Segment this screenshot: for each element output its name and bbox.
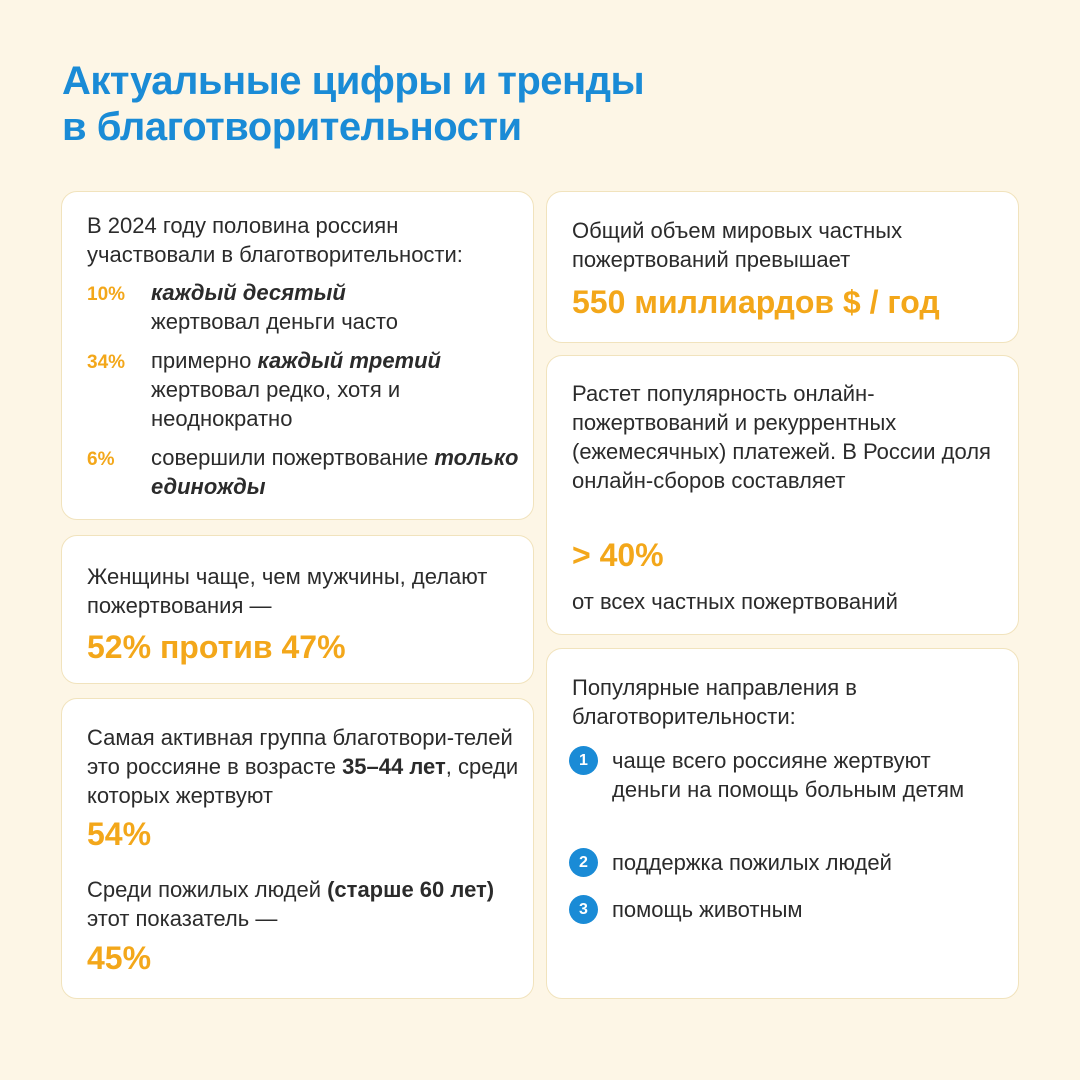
gender-card: Женщины чаще, чем мужчины, делают пожерт…	[61, 535, 534, 684]
stat-percent: 6%	[87, 449, 115, 470]
online-value: > 40%	[572, 537, 664, 573]
stat-percent: 34%	[87, 352, 126, 373]
number-badge: 1	[569, 746, 598, 775]
gender-value: 52% против 47%	[87, 629, 346, 665]
page-title-line-1: Актуальные цифры и тренды	[62, 59, 645, 103]
page-title-line-2: в благотворительности	[62, 105, 522, 149]
stat-description: каждый десятый жертвовал деньги часто	[151, 280, 398, 334]
global-donations-card: Общий объем мировых частных пожертвовани…	[546, 191, 1019, 343]
global-text: Общий объем мировых частных пожертвовани…	[572, 218, 903, 272]
online-donations-card: Растет популярность онлайн-пожертвований…	[546, 355, 1019, 635]
online-suffix: от всех частных пожертвований	[572, 589, 898, 614]
list-item-label: помощь животным	[612, 897, 803, 922]
age-text-2: Среди пожилых людей (старше 60 лет) этот…	[87, 877, 495, 931]
stat-percent: 10%	[87, 284, 126, 305]
page-title: Актуальные цифры и тренды в благотворите…	[62, 58, 645, 150]
number-badge: 3	[569, 895, 598, 924]
participation-card: В 2024 году половина россиян участвовали…	[61, 191, 534, 520]
list-item-label: поддержка пожилых людей	[612, 850, 892, 875]
participation-intro: В 2024 году половина россиян участвовали…	[87, 213, 463, 267]
stat-emphasis: каждый десятый	[151, 280, 346, 305]
age-value-1: 54%	[87, 816, 152, 852]
number-badge: 2	[569, 848, 598, 877]
stat-description: примерно каждый третий жертвовал редко, …	[151, 348, 441, 431]
age-text-1: Самая активная группа благотвори-телей э…	[87, 725, 519, 808]
stat-emphasis: только единожды	[151, 445, 519, 499]
gender-text: Женщины чаще, чем мужчины, делают пожерт…	[87, 564, 488, 618]
list-item-label: чаще всего россияне жертвуют деньги на п…	[612, 748, 965, 802]
directions-card: Популярные направления в благотворительн…	[546, 648, 1019, 999]
online-text: Растет популярность онлайн-пожертвований…	[572, 381, 991, 493]
global-value: 550 миллиардов $ / год	[572, 284, 940, 320]
age-value-2: 45%	[87, 940, 152, 976]
stat-description: совершили пожертвование только единожды	[151, 445, 519, 499]
directions-text: Популярные направления в благотворительн…	[572, 675, 857, 729]
stat-emphasis: каждый третий	[257, 348, 441, 373]
age-card: Самая активная группа благотвори-телей э…	[61, 698, 534, 999]
